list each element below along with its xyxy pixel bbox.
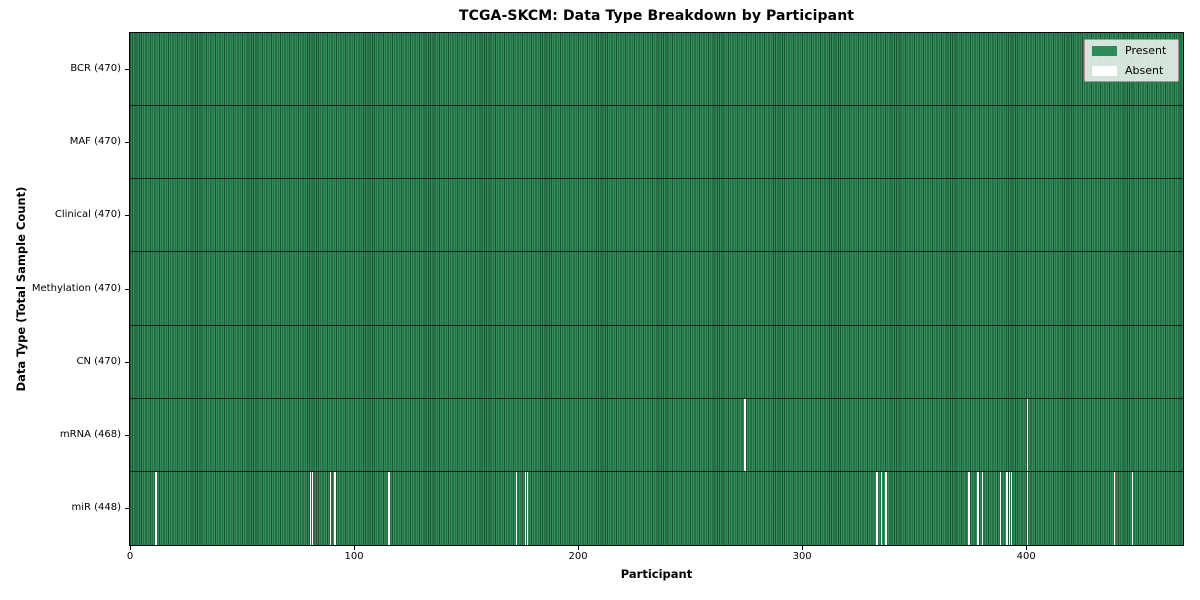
x-tick-label-200: 200 xyxy=(568,551,588,562)
y-tick-mark xyxy=(125,434,129,436)
absent-gap-miR-335 xyxy=(880,471,883,545)
x-tick-mark xyxy=(1025,546,1027,550)
absent-gap-miR-388 xyxy=(999,471,1002,545)
x-tick-label-400: 400 xyxy=(1016,551,1036,562)
absent-gap-mRNA-400 xyxy=(1026,398,1029,471)
chart-title: TCGA-SKCM: Data Type Breakdown by Partic… xyxy=(458,8,855,24)
x-tick-mark xyxy=(353,546,355,550)
absent-gap-mRNA-274 xyxy=(744,398,746,471)
row-MAF xyxy=(130,106,1183,180)
plot-area xyxy=(129,32,1184,546)
absent-gap-miR-400 xyxy=(1026,471,1029,545)
row-mRNA xyxy=(130,398,1183,472)
y-tick-label-MAF: MAF (470) xyxy=(69,136,121,148)
absent-gap-miR-176 xyxy=(524,471,527,545)
absent-gap-miR-392 xyxy=(1008,471,1011,545)
absent-gap-miR-380 xyxy=(981,471,984,545)
absent-gap-miR-115 xyxy=(387,471,390,545)
absent-gap-miR-374 xyxy=(968,471,970,545)
x-tick-label-300: 300 xyxy=(792,551,812,562)
absent-gap-miR-177 xyxy=(526,471,529,545)
y-tick-mark xyxy=(125,507,129,509)
y-tick-mark xyxy=(125,215,129,217)
absent-gap-miR-439 xyxy=(1113,471,1116,545)
y-tick-mark xyxy=(125,288,129,290)
row-Clinical xyxy=(130,179,1183,253)
row-Methylation xyxy=(130,252,1183,326)
y-tick-label-Clinical: Clinical (470) xyxy=(54,209,121,221)
absent-gap-miR-391 xyxy=(1006,471,1008,545)
absent-gap-miR-89 xyxy=(329,471,332,545)
legend-label-present: Present xyxy=(1125,44,1167,57)
x-tick-mark xyxy=(577,546,579,550)
y-tick-label-mRNA: mRNA (468) xyxy=(59,428,121,440)
y-tick-mark xyxy=(125,361,129,363)
absent-gap-miR-172 xyxy=(515,471,518,545)
x-axis-label: Participant xyxy=(620,567,693,581)
legend-item-present: Present xyxy=(1092,45,1172,56)
absent-gap-miR-337 xyxy=(885,471,887,545)
y-tick-mark xyxy=(125,69,129,71)
x-tick-label-100: 100 xyxy=(344,551,364,562)
row-miR xyxy=(130,471,1183,545)
absent-gap-miR-81 xyxy=(311,471,314,545)
y-tick-label-miR: miR (448) xyxy=(71,501,121,513)
legend-label-absent: Absent xyxy=(1125,64,1164,77)
y-tick-mark xyxy=(125,142,129,144)
absent-swatch-icon xyxy=(1092,65,1117,76)
absent-gap-miR-91 xyxy=(334,471,336,545)
absent-gap-miR-333 xyxy=(876,471,878,545)
row-BCR xyxy=(130,33,1183,107)
x-tick-mark xyxy=(129,546,131,550)
present-swatch-icon xyxy=(1092,45,1117,56)
absent-gap-miR-393 xyxy=(1010,471,1013,545)
x-tick-mark xyxy=(801,546,803,550)
absent-gap-miR-80 xyxy=(309,471,312,545)
absent-gap-miR-378 xyxy=(977,471,979,545)
legend: Present Absent xyxy=(1084,39,1179,82)
y-tick-label-CN: CN (470) xyxy=(76,355,121,367)
row-CN xyxy=(130,325,1183,399)
y-tick-label-BCR: BCR (470) xyxy=(70,63,121,75)
x-tick-label-0: 0 xyxy=(126,551,134,562)
y-tick-label-Methylation: Methylation (470) xyxy=(31,282,121,294)
absent-gap-miR-11 xyxy=(154,471,157,545)
absent-gap-miR-447 xyxy=(1131,471,1134,545)
legend-item-absent: Absent xyxy=(1092,65,1172,76)
